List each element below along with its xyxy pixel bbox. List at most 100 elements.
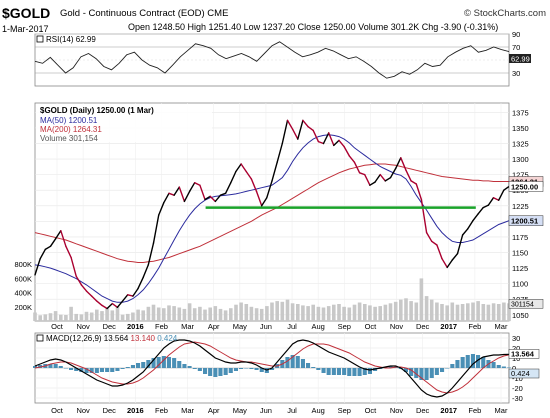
volume-bar bbox=[120, 314, 125, 321]
macd-x-label: Jul bbox=[287, 406, 297, 415]
volume-bar bbox=[265, 306, 269, 321]
price-segment bbox=[44, 245, 52, 251]
price-tick-label: 1300 bbox=[512, 155, 529, 164]
volume-bar bbox=[192, 308, 197, 321]
price-segment bbox=[436, 244, 443, 260]
rsi-value-tag bbox=[509, 54, 531, 63]
ma50-value-tag-box bbox=[508, 215, 544, 226]
volume-bar bbox=[419, 278, 424, 321]
macd-histogram-bar bbox=[434, 368, 439, 375]
volume-bar bbox=[280, 301, 285, 321]
macd-histogram-bar bbox=[187, 366, 192, 368]
price-tick-label: 1350 bbox=[512, 124, 529, 133]
price-segment bbox=[199, 184, 206, 201]
volume-bar bbox=[33, 312, 37, 321]
price-legend-bg bbox=[36, 104, 212, 142]
volume-bar bbox=[275, 301, 279, 321]
price-segment bbox=[400, 157, 407, 172]
price-segment bbox=[219, 192, 227, 196]
macd-x-label: Feb bbox=[468, 406, 481, 415]
volume-bar bbox=[424, 296, 429, 321]
price-segment bbox=[302, 119, 309, 128]
source-watermark: © StockCharts.com bbox=[464, 8, 546, 19]
price-segment bbox=[193, 181, 201, 186]
macd-histogram-bar bbox=[192, 368, 197, 369]
price-segment bbox=[39, 248, 46, 260]
macd-line bbox=[34, 339, 510, 398]
price-segment bbox=[472, 213, 479, 222]
macd-histogram-bar bbox=[316, 368, 321, 370]
price-tick-label: 1150 bbox=[512, 248, 528, 257]
macd-tick-label: 30 bbox=[512, 334, 520, 343]
macd-x-label: Dec bbox=[416, 406, 430, 415]
ma200-line bbox=[34, 163, 509, 263]
volume-bar bbox=[373, 306, 377, 321]
price-segment bbox=[467, 219, 474, 230]
volume-bar bbox=[429, 299, 434, 321]
price-x-label: Jul bbox=[287, 322, 297, 331]
volume-bar bbox=[460, 304, 465, 321]
macd-histogram-bar bbox=[409, 368, 414, 376]
price-segment bbox=[415, 183, 423, 201]
price-legend-ma50: MA(50) 1200.51 bbox=[40, 116, 98, 125]
volume-bar bbox=[290, 303, 295, 322]
price-segment bbox=[157, 201, 165, 216]
macd-histogram-bar bbox=[141, 362, 146, 368]
price-segment bbox=[230, 170, 237, 184]
price-segment bbox=[384, 176, 392, 182]
macd-histogram-bar bbox=[63, 368, 68, 369]
macd-histogram-bar bbox=[151, 358, 156, 368]
macd-histogram-bar bbox=[38, 365, 43, 368]
volume-bar bbox=[507, 303, 511, 322]
price-x-label: Dec bbox=[103, 322, 117, 331]
rsi-tick-label: 30 bbox=[512, 69, 520, 78]
price-segment bbox=[286, 119, 294, 130]
volume-bar bbox=[496, 304, 501, 321]
volume-bar bbox=[239, 302, 243, 321]
volume-tick-label: 600K bbox=[14, 274, 32, 283]
macd-x-label: Nov bbox=[390, 406, 404, 415]
volume-bar bbox=[79, 314, 84, 321]
macd-x-label: 2017 bbox=[440, 406, 457, 415]
price-segment bbox=[65, 245, 72, 259]
volume-bar bbox=[115, 306, 120, 321]
macd-legend-part: 0.424 bbox=[155, 334, 178, 343]
macd-histogram-bar bbox=[208, 368, 213, 376]
macd-histogram-bar bbox=[99, 368, 104, 372]
price-segment bbox=[307, 125, 314, 132]
volume-bar bbox=[316, 306, 321, 321]
macd-histogram-bar bbox=[465, 355, 470, 368]
volume-bar bbox=[74, 313, 78, 321]
volume-bar bbox=[151, 304, 156, 321]
price-segment bbox=[121, 294, 129, 302]
price-segment bbox=[126, 294, 134, 297]
volume-bar bbox=[383, 304, 388, 321]
macd-histogram-bar bbox=[79, 368, 84, 372]
volume-value-tag: 301154 bbox=[511, 301, 534, 308]
volume-bar bbox=[69, 306, 73, 321]
macd-histogram-bar bbox=[161, 356, 166, 368]
price-segment bbox=[379, 173, 386, 182]
ma50-line bbox=[34, 134, 510, 303]
ohlc-summary: Open 1248.50 High 1251.40 Low 1237.20 Cl… bbox=[128, 22, 499, 32]
volume-bar bbox=[399, 299, 403, 321]
volume-bar bbox=[64, 315, 68, 321]
volume-bar bbox=[321, 307, 326, 321]
macd-legend-part: 13.140 bbox=[128, 334, 155, 343]
price-x-label: Feb bbox=[468, 322, 481, 331]
price-segment bbox=[389, 167, 397, 179]
macd-histogram-bar bbox=[347, 368, 352, 376]
macd-x-label: Jun bbox=[260, 406, 272, 415]
macd-histogram-bar bbox=[450, 364, 455, 368]
price-x-label: Oct bbox=[51, 322, 64, 331]
price-legend-volume: Volume 301,154 bbox=[40, 134, 98, 143]
macd-tick-label: -10 bbox=[512, 374, 523, 383]
volume-bar bbox=[213, 306, 218, 321]
price-segment bbox=[312, 129, 320, 143]
rsi-panel: 30507090 RSI(14) 62.99 62.99 bbox=[34, 30, 531, 87]
price-segment bbox=[90, 295, 98, 302]
price-x-label: Dec bbox=[416, 322, 430, 331]
price-segment bbox=[420, 198, 428, 234]
price-segment bbox=[364, 173, 371, 186]
